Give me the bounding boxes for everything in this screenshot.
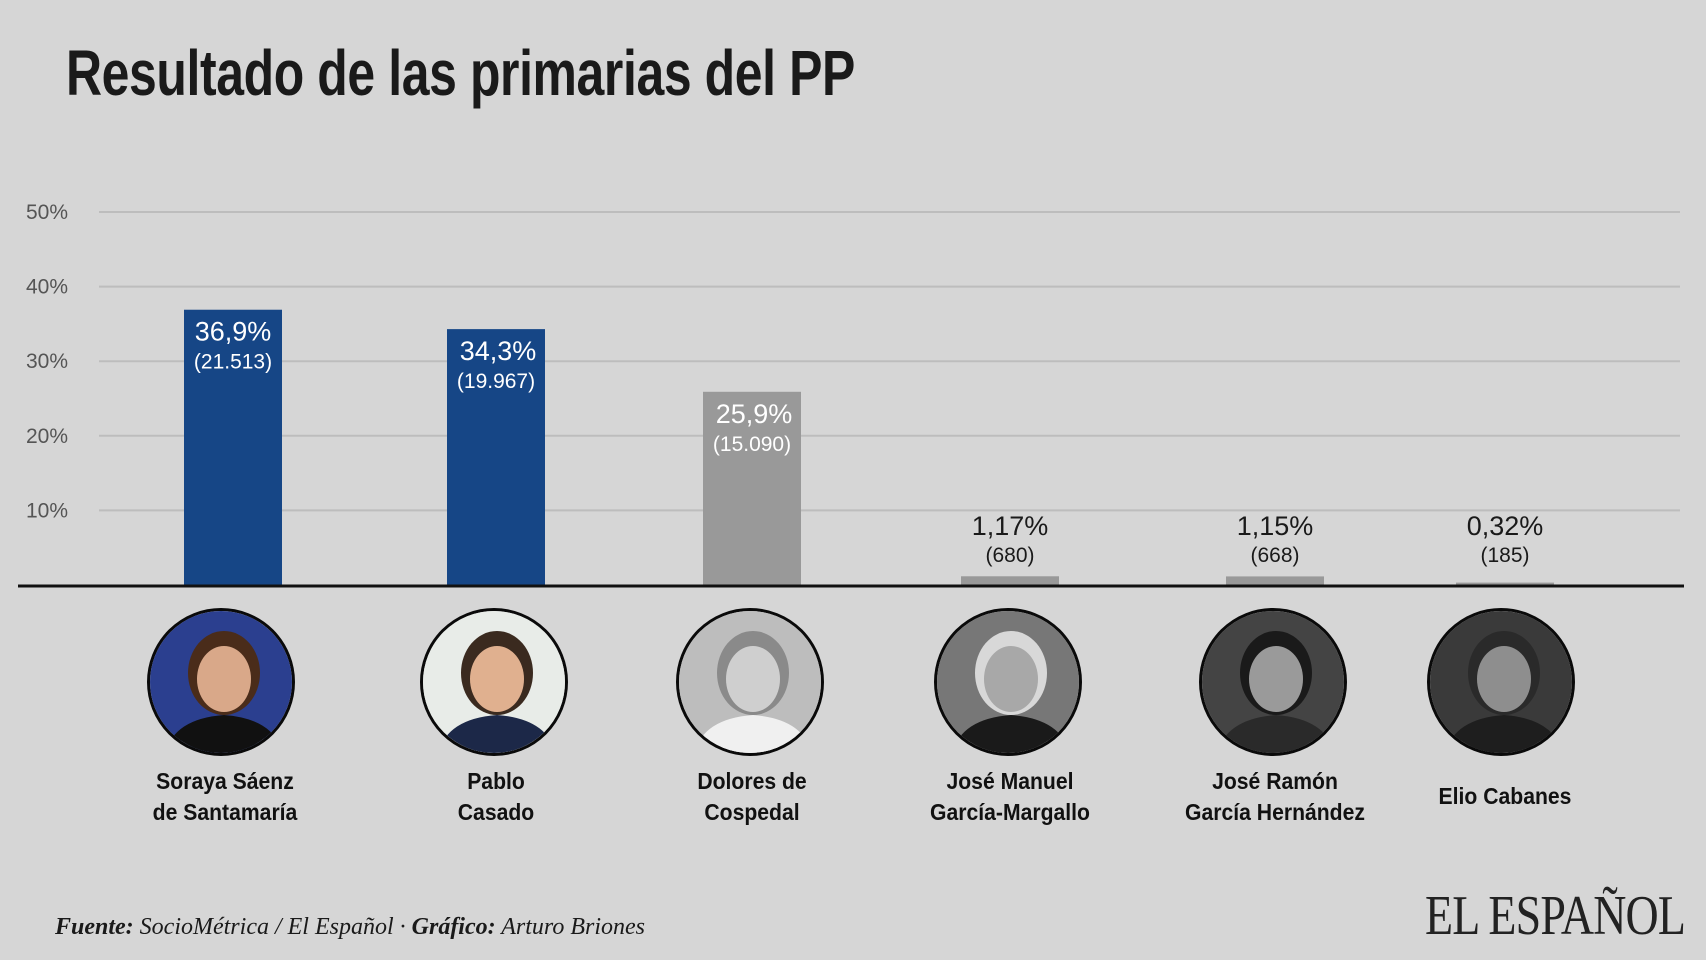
votes-label: (15.090) [713, 433, 791, 456]
photo-dolores-de-cospedal [676, 608, 824, 756]
candidate-name: José Manuel García-Margallo [890, 766, 1129, 828]
source-value: SocioMétrica / El Español [139, 914, 394, 940]
candidate-name-line2: García-Margallo [930, 799, 1090, 825]
y-tick-label: 30% [26, 350, 68, 373]
gridlines [99, 211, 1680, 512]
votes-label: (21.513) [194, 351, 272, 374]
y-tick-label: 20% [26, 425, 68, 448]
graphic-label: Gráfico: [411, 914, 496, 940]
portrait-icon [150, 611, 292, 753]
bar [447, 329, 545, 585]
votes-label: (680) [985, 544, 1034, 567]
value-label: 0,32% [1467, 511, 1544, 541]
photo-jose-ramon-garcia-hernandez [1199, 608, 1347, 756]
candidate-name: José Ramón García Hernández [1155, 766, 1394, 828]
bars [184, 309, 1554, 585]
portrait-icon [423, 611, 565, 753]
candidate-name: Soraya Sáenz de Santamaría [105, 766, 344, 828]
value-label: 25,9% [716, 399, 793, 429]
votes-label: (668) [1250, 544, 1299, 567]
value-label: 1,15% [1237, 511, 1314, 541]
candidate-name-line2: de Santamaría [152, 799, 298, 825]
candidate-name-line1: Soraya Sáenz [156, 768, 294, 794]
el-espanol-logo: EL ESPAÑOL [1425, 885, 1686, 947]
source-label: Fuente: [55, 914, 134, 940]
portrait-icon [1430, 611, 1572, 753]
candidate-name-line1: Pablo [467, 768, 525, 794]
footer-credits: Fuente: SocioMétrica / El Español · Gráf… [55, 914, 645, 941]
portrait-icon [1202, 611, 1344, 753]
y-axis-ticks: 10% 20% 30% 40% 50% [26, 201, 68, 522]
candidate-name-line2: Cospedal [704, 799, 800, 825]
candidate-name-line1: Dolores de [697, 768, 807, 794]
candidate-name: Dolores de Cospedal [632, 766, 871, 828]
bar [961, 576, 1059, 585]
y-tick-label: 10% [26, 499, 68, 522]
value-label: 34,3% [460, 336, 537, 366]
candidate-name-line2: García Hernández [1185, 799, 1365, 825]
photo-jose-manuel-garcia-margallo [934, 608, 1082, 756]
candidate-name: Elio Cabanes [1385, 781, 1624, 812]
candidate-name-line1: José Manuel [946, 768, 1074, 794]
candidate-name: Pablo Casado [376, 766, 615, 828]
separator: · [399, 914, 406, 940]
portrait-icon [679, 611, 821, 753]
graphic-value: Arturo Briones [501, 914, 645, 940]
portrait-icon [937, 611, 1079, 753]
y-tick-label: 40% [26, 276, 68, 299]
value-label: 36,9% [195, 317, 272, 347]
photo-soraya-saenz-de-santamaria [147, 608, 295, 756]
photo-elio-cabanes [1427, 608, 1575, 756]
bar [1456, 582, 1554, 585]
bar [184, 309, 282, 585]
bar [703, 391, 801, 585]
value-label: 1,17% [972, 511, 1049, 541]
y-tick-label: 50% [26, 201, 68, 224]
candidate-name-line2: Casado [457, 799, 535, 825]
photo-pablo-casado [420, 608, 568, 756]
votes-label: (19.967) [457, 370, 535, 393]
candidate-name-line1: Elio Cabanes [1438, 783, 1572, 809]
candidate-name-line1: José Ramón [1212, 768, 1338, 794]
data-labels: 36,9% (21.513) 34,3% (19.967) 25,9% (15.090) 1… [194, 317, 1543, 567]
votes-label: (185) [1480, 544, 1529, 567]
bar [1226, 576, 1324, 585]
chart-title: Resultado de las primarias del PP [66, 37, 855, 109]
